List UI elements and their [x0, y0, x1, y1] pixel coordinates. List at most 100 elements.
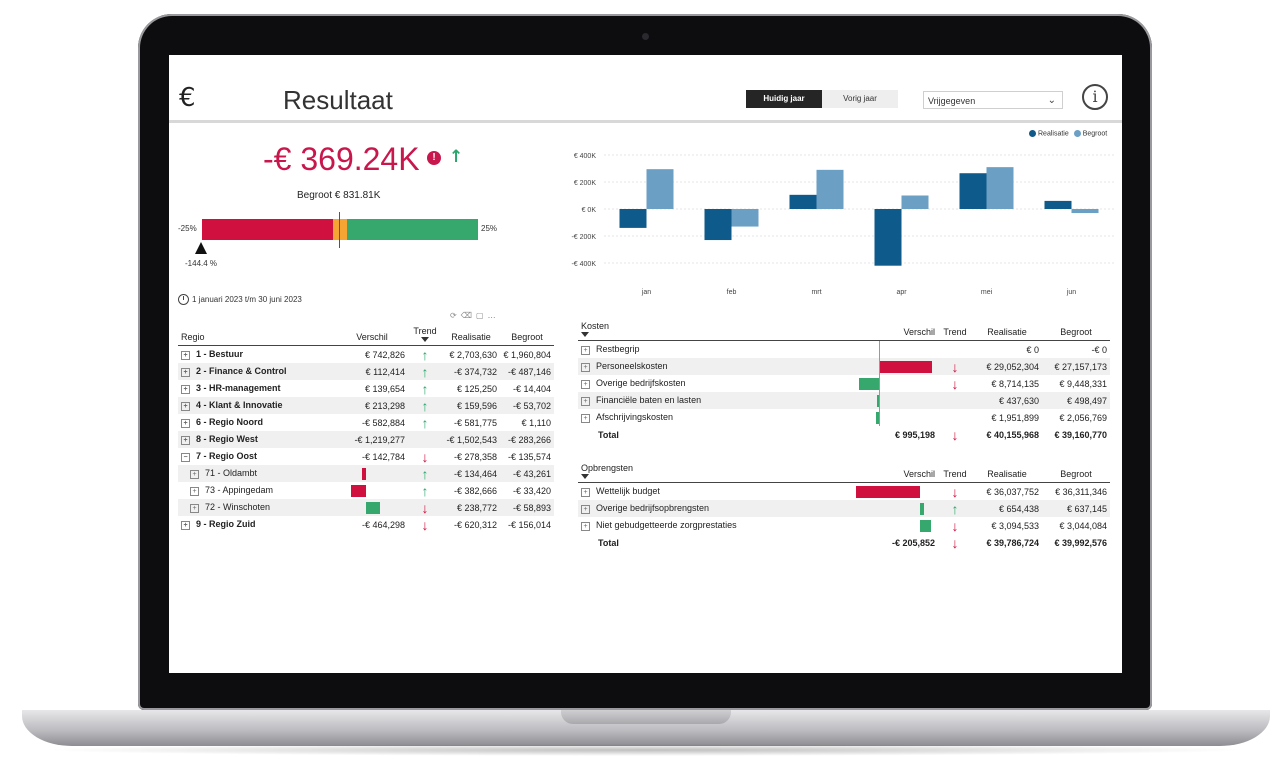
col-header-verschil[interactable]: Verschil — [336, 322, 408, 346]
y-tick-label: -€ 400K — [571, 261, 596, 268]
alert-icon: ! — [427, 151, 441, 165]
verschil-databar — [351, 485, 366, 497]
expand-icon[interactable]: + — [181, 520, 190, 530]
regio-table-header: Regio Verschil Trend Realisatie Begroot — [178, 322, 554, 346]
expand-icon[interactable]: + — [581, 521, 590, 531]
verschil-cell — [772, 409, 938, 426]
table-row[interactable]: + Restbegrip € 0 -€ 0 — [578, 341, 1110, 358]
begroot-cell: € 1,110 — [521, 417, 551, 428]
gauge-target-line — [339, 212, 340, 248]
col-header-verschil[interactable]: Verschil — [772, 459, 938, 483]
col-header-verschil[interactable]: Verschil — [772, 317, 938, 341]
bar-begroot-jan[interactable] — [646, 169, 674, 209]
expand-icon[interactable]: + — [581, 345, 590, 355]
expand-icon[interactable]: + — [181, 418, 190, 428]
table-row[interactable]: +3 - HR-management € 139,654 ↑ € 125,250 -€ … — [178, 380, 554, 397]
table-row[interactable]: −7 - Regio Oost -€ 142,784 ↓ -€ 278,358 -€ 1… — [178, 448, 554, 465]
bar-realisatie-feb[interactable] — [704, 209, 732, 241]
expand-icon[interactable]: + — [581, 396, 590, 406]
verschil-databar — [877, 395, 879, 407]
col-header-trend[interactable]: Trend — [408, 322, 442, 346]
col-header-begroot[interactable]: Begroot — [1042, 459, 1110, 483]
bar-realisatie-mei[interactable] — [959, 173, 987, 209]
bar-begroot-mei[interactable] — [986, 167, 1014, 209]
col-header-realisatie[interactable]: Realisatie — [972, 317, 1042, 341]
col-header-begroot[interactable]: Begroot — [1042, 317, 1110, 341]
bar-realisatie-apr[interactable] — [874, 209, 902, 266]
expand-icon[interactable]: + — [181, 367, 190, 377]
expand-icon[interactable]: + — [190, 469, 199, 479]
trend-cell: ↓ — [408, 499, 442, 516]
verschil-cell — [336, 465, 408, 482]
table-row[interactable]: + Personeelskosten ↓ € 29,052,304 € 27,157,1… — [578, 358, 1110, 375]
table-row[interactable]: + Niet gebudgetteerde zorgprestaties ↓ € 3,… — [578, 517, 1110, 534]
verschil-cell: -€ 1,219,277 — [336, 431, 408, 448]
col-header-kosten[interactable]: Kosten — [578, 317, 772, 341]
bar-realisatie-jan[interactable] — [619, 209, 647, 228]
verschil-cell: € 213,298 — [336, 397, 408, 414]
table-row[interactable]: +9 - Regio Zuid -€ 464,298 ↓ -€ 620,312 -€ 1… — [178, 516, 554, 533]
x-tick-label: mrt — [811, 289, 821, 296]
info-icon[interactable]: i — [1082, 84, 1108, 110]
collapse-icon[interactable]: − — [181, 452, 190, 462]
begroot-cell: -€ 58,893 — [500, 499, 554, 516]
expand-icon[interactable]: + — [181, 350, 190, 360]
bar-begroot-jun[interactable] — [1071, 209, 1099, 214]
expand-icon[interactable]: + — [581, 379, 590, 389]
gauge-band-warning — [333, 219, 347, 240]
expand-icon[interactable]: + — [581, 413, 590, 423]
col-header-regio[interactable]: Regio — [178, 322, 336, 346]
table-row[interactable]: +8 - Regio West -€ 1,219,277 -€ 1,502,543-… — [178, 431, 554, 448]
expand-icon[interactable]: + — [190, 486, 199, 496]
gauge-band-positive — [347, 219, 478, 240]
table-row[interactable]: +2 - Finance & Control € 112,414 ↑ -€ 374,7… — [178, 363, 554, 380]
table-row[interactable]: +6 - Regio Noord -€ 582,884 ↑ -€ 581,775 € 1… — [178, 414, 554, 431]
begroot-cell: -€ 156,014 — [507, 519, 551, 530]
bar-begroot-apr[interactable] — [901, 195, 929, 210]
visual-toolbar[interactable]: ⟳⌫▢… — [450, 311, 500, 320]
table-row[interactable]: + Wettelijk budget ↓ € 36,037,752 € 36,311,3… — [578, 483, 1110, 501]
row-label-text: Restbegrip — [596, 344, 640, 355]
col-header-realisatie[interactable]: Realisatie — [442, 322, 500, 346]
row-label: + Personeelskosten — [578, 358, 772, 375]
verschil-cell: € 742,826 — [364, 349, 405, 360]
toggle-previous-year[interactable]: Vorig jaar — [822, 90, 898, 108]
table-row[interactable]: +72 - Winschoten ↓ € 238,772 -€ 58,893 — [178, 499, 554, 516]
col-header-opbrengsten[interactable]: Opbrengsten — [578, 459, 772, 483]
table-row[interactable]: + Overige bedrijfskosten ↓ € 8,714,135 € 9,4… — [578, 375, 1110, 392]
y-tick-label: -€ 200K — [571, 234, 596, 241]
table-row[interactable]: +71 - Oldambt ↑ -€ 134,464 -€ 43,261 — [178, 465, 554, 482]
col-header-trend[interactable]: Trend — [938, 317, 972, 341]
expand-icon[interactable]: + — [581, 362, 590, 372]
bar-realisatie-mrt[interactable] — [789, 194, 817, 209]
table-row[interactable]: + Overige bedrijfsopbrengsten ↑ € 654,438 € … — [578, 500, 1110, 517]
header-divider — [169, 120, 1122, 123]
gauge-pointer-icon — [195, 242, 207, 254]
table-row[interactable]: + Afschrijvingskosten € 1,951,899 € 2,056,7… — [578, 409, 1110, 426]
expand-icon[interactable]: + — [181, 401, 190, 411]
expand-icon[interactable]: + — [181, 384, 190, 394]
status-select[interactable]: Vrijgegeven ⌄ — [923, 91, 1063, 109]
col-header-begroot[interactable]: Begroot — [500, 322, 554, 346]
row-label: + Overige bedrijfsopbrengsten — [578, 500, 772, 517]
col-header-trend[interactable]: Trend — [938, 459, 972, 483]
total-verschil: € 995,198 — [894, 429, 935, 440]
x-tick-label: mei — [981, 289, 993, 296]
verschil-databar — [920, 520, 931, 532]
expand-icon[interactable]: + — [181, 435, 190, 445]
verschil-cell: € 139,654 — [364, 383, 405, 394]
table-row[interactable]: +1 - Bestuur € 742,826 ↑ € 2,703,630 € 1,960… — [178, 346, 554, 364]
expand-icon[interactable]: + — [581, 487, 590, 497]
expand-icon[interactable]: + — [190, 503, 199, 513]
begroot-cell: € 27,157,173 — [1042, 358, 1110, 375]
col-header-realisatie[interactable]: Realisatie — [972, 459, 1042, 483]
table-row[interactable]: + Financiële baten en lasten € 437,630 € 49… — [578, 392, 1110, 409]
table-row[interactable]: +73 - Appingedam ↑ -€ 382,666 -€ 33,420 — [178, 482, 554, 499]
row-label: +4 - Klant & Innovatie — [178, 397, 336, 414]
expand-icon[interactable]: + — [581, 504, 590, 514]
bar-begroot-mrt[interactable] — [816, 169, 844, 209]
bar-begroot-feb[interactable] — [731, 209, 759, 227]
bar-realisatie-jun[interactable] — [1044, 200, 1072, 209]
toggle-current-year[interactable]: Huidig jaar — [746, 90, 822, 108]
table-row[interactable]: +4 - Klant & Innovatie € 213,298 ↑ € 159,59… — [178, 397, 554, 414]
